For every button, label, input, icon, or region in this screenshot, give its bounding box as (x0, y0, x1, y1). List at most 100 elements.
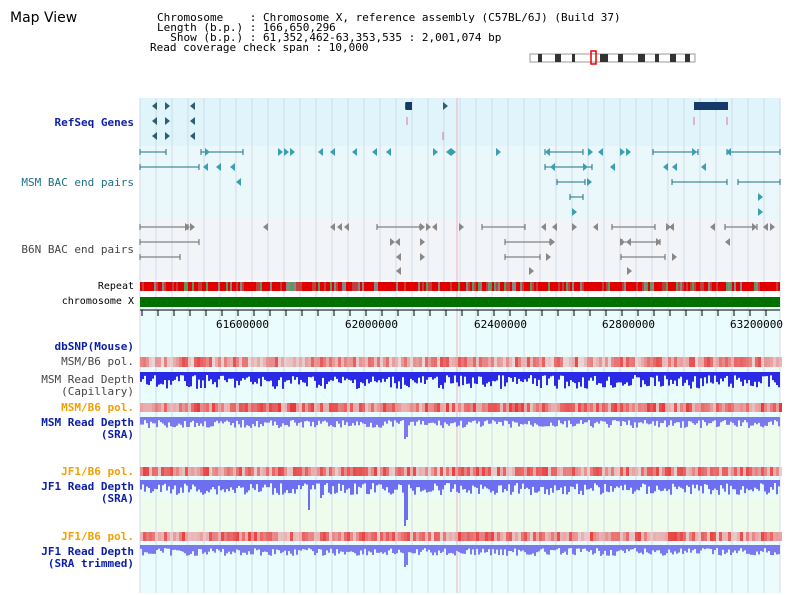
repeat-segment (512, 282, 514, 291)
read-depth-bar (608, 480, 610, 493)
read-depth-bar (644, 545, 646, 549)
read-depth-bar (582, 480, 584, 495)
pol-segment (599, 403, 602, 412)
pol-segment (728, 532, 731, 541)
read-depth-bar (348, 372, 350, 380)
pol-segment (284, 403, 287, 412)
read-depth-bar (650, 417, 652, 424)
read-depth-bar (436, 545, 438, 556)
read-depth-bar (740, 480, 742, 490)
repeat-segment (252, 282, 254, 291)
read-depth-bar (240, 417, 242, 428)
read-depth-bar (206, 480, 208, 491)
read-depth-bar (478, 417, 480, 422)
read-depth-bar (300, 417, 302, 423)
pol-segment (164, 357, 167, 367)
msm-bac-arrow (451, 148, 456, 156)
read-depth-bar (324, 372, 326, 389)
read-depth-bar (312, 545, 314, 552)
read-depth-bar (398, 480, 400, 485)
msm-bac-arrow (318, 148, 323, 156)
read-depth-bar (746, 372, 748, 384)
read-depth-bar (418, 372, 420, 378)
pol-segment (665, 403, 668, 412)
read-depth-bar (382, 372, 384, 379)
repeat-segment (722, 282, 724, 291)
read-depth-bar (756, 372, 758, 388)
read-depth-bar (452, 545, 454, 554)
repeat-segment (364, 282, 366, 291)
read-depth-bar (764, 372, 766, 377)
repeat-segment (614, 282, 616, 291)
msm-b6-pol-label-1: MSM/B6 pol. (61, 355, 134, 368)
repeat-segment (386, 282, 388, 291)
read-depth-bar (274, 372, 276, 389)
pol-segment (695, 532, 698, 541)
read-depth-bar (592, 545, 594, 555)
read-depth-bar (200, 545, 202, 550)
read-depth-bar (384, 372, 386, 382)
read-depth-bar (704, 372, 706, 378)
read-depth-bar (498, 545, 500, 556)
read-depth-bar (564, 372, 566, 389)
read-depth-bar (628, 480, 630, 491)
repeat-segment (688, 282, 690, 291)
repeat-segment (774, 282, 776, 291)
read-depth-bar (376, 480, 378, 486)
refseq-gene-arrow (190, 102, 195, 110)
pol-segment (680, 403, 683, 412)
pol-segment (188, 532, 191, 541)
repeat-segment (164, 282, 166, 291)
repeat-segment (342, 282, 344, 291)
pol-segment (476, 532, 479, 541)
pol-segment (200, 467, 203, 476)
pol-segment (434, 403, 437, 412)
read-depth-bar (638, 480, 640, 491)
pol-segment (233, 532, 236, 541)
pol-segment (695, 357, 698, 367)
msm-bac-arrow (446, 148, 451, 156)
read-depth-bar (746, 417, 748, 423)
pol-segment (320, 357, 323, 367)
pol-segment (383, 467, 386, 476)
read-depth-bar (220, 480, 222, 491)
axis-tick-label: 62400000 (474, 318, 527, 331)
read-depth-bar (686, 545, 688, 553)
read-depth-bar (510, 417, 512, 428)
pol-segment (530, 403, 533, 412)
read-depth-bar (400, 372, 402, 389)
read-depth-bar (230, 545, 232, 555)
pol-segment (251, 403, 254, 412)
read-depth-bar (362, 545, 364, 555)
read-depth-bar (148, 417, 150, 428)
pol-segment (254, 403, 257, 412)
read-depth-bar (744, 480, 746, 494)
pol-segment (380, 532, 383, 541)
pol-segment (185, 467, 188, 476)
read-depth-bar (590, 545, 592, 551)
read-depth-bar (288, 480, 290, 494)
read-depth-bar (448, 545, 450, 554)
pol-segment (677, 532, 680, 541)
pol-segment (185, 357, 188, 367)
pol-segment (185, 403, 188, 412)
pol-segment (281, 532, 284, 541)
read-depth-bar (146, 372, 148, 385)
pol-segment (530, 357, 533, 367)
pol-segment (755, 403, 758, 412)
read-depth-bar (142, 480, 144, 485)
pol-segment (548, 357, 551, 367)
read-depth-bar (628, 417, 630, 421)
read-depth-bar (440, 372, 442, 385)
read-depth-bar (426, 480, 428, 493)
read-depth-bar (190, 480, 192, 490)
read-depth-bar (404, 417, 406, 439)
pol-segment (335, 532, 338, 541)
pol-segment (416, 467, 419, 476)
read-depth-bar (380, 480, 382, 485)
pol-segment (674, 357, 677, 367)
repeat-segment (476, 282, 478, 291)
pol-segment (575, 467, 578, 476)
repeat-segment (534, 282, 536, 291)
